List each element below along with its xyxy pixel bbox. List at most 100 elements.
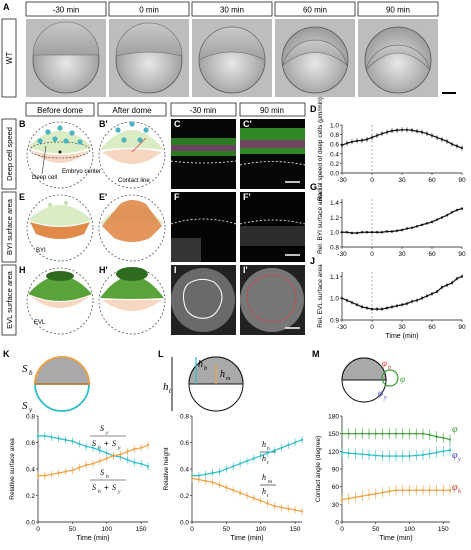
data-point [345, 231, 349, 234]
data-point [64, 470, 67, 473]
x-tick-label: 90 [458, 324, 466, 331]
chart-j: 0.9 1.0 1.1 -30 0 30 60 90 Rel. EVL surface area… [317, 264, 466, 340]
data-point [394, 454, 398, 458]
svg-text:h: h [262, 487, 266, 496]
phiy-symbol: φ [378, 388, 383, 398]
data-point [435, 489, 438, 492]
data-point [435, 435, 438, 438]
y-tick-label: 0.8 [26, 414, 35, 421]
y-axis-label: Radial speed of deep cells (μm/min) [317, 97, 324, 201]
data-point [435, 451, 438, 454]
panel-letters: B B' C C' D E E' F F' G H H' I I' J K L … [3, 104, 320, 359]
data-point [440, 286, 444, 289]
data-point [218, 470, 221, 473]
data-point [245, 459, 249, 463]
data-point [85, 463, 88, 467]
data-point [119, 453, 122, 456]
data-point [370, 231, 374, 234]
data-point [105, 457, 108, 460]
wt-row-label: WT [5, 52, 14, 65]
data-point [71, 469, 74, 472]
svg-text:y: y [457, 457, 461, 463]
data-point [367, 453, 371, 456]
letter-e: E [19, 192, 25, 202]
data-point [239, 491, 242, 494]
data-point [381, 454, 384, 458]
deep-cell-label: Deep cell [32, 175, 57, 181]
x-tick-label: 0 [370, 177, 374, 184]
panel-b-headers: Before dome After dome -30 min 90 min [25, 102, 306, 117]
data-point [365, 231, 369, 234]
phib-sub: b [388, 365, 391, 371]
data-point [280, 506, 283, 509]
y-tick-label: 0.0 [180, 520, 189, 527]
panel-a-time-headers: -30 min 0 min 30 min 60 min 90 min [25, 1, 439, 17]
schematic-h2 [98, 267, 166, 335]
y-tick-label: 120 [328, 449, 339, 456]
letter-i: I [174, 265, 177, 275]
embryo-4 [281, 26, 349, 94]
y-axis-label: Rel. EVL surface area [317, 264, 324, 328]
data-point [370, 136, 374, 139]
micro-i2 [240, 265, 305, 335]
data-point [300, 510, 304, 513]
phi-symbol: φ [400, 374, 405, 384]
x-tick-label: 0 [370, 251, 374, 258]
data-point [390, 230, 394, 233]
svg-text:b: b [98, 489, 101, 495]
ht-symbol: h [163, 381, 169, 393]
data-point [455, 277, 459, 280]
y-axis-label: Relative height [163, 447, 170, 490]
data-point [375, 134, 379, 137]
data-point [354, 452, 357, 455]
x-tick-label: 30 [398, 177, 406, 184]
wt-label-box [1, 18, 17, 98]
schematic-e2 [98, 194, 166, 262]
time-header-2: 0 min [139, 6, 159, 15]
m-series-labels: φ φ y φ b [452, 424, 461, 495]
data-point [294, 441, 297, 444]
embryo-5 [364, 26, 432, 94]
before-dome-header: Before dome [37, 106, 83, 115]
chart-l: 0.0 0.2 0.4 0.6 0.8 0 50 100 150 Relative height T… [163, 414, 304, 542]
data-point [425, 222, 429, 225]
micro-f [170, 192, 237, 262]
data-point [421, 453, 425, 456]
chart-d: 0.0 0.2 0.4 0.6 0.8 1.0 -30 0 30 60 90 Radial speed… [317, 97, 466, 201]
embryo-3 [198, 26, 266, 94]
data-point [385, 230, 389, 233]
y-tick-label: 0.2 [180, 493, 189, 500]
data-point [445, 140, 449, 143]
data-point [421, 489, 425, 492]
data-point [367, 493, 371, 497]
contact-line-label: Contact line [118, 178, 150, 184]
letter-b2: B' [99, 119, 108, 129]
series-line [341, 129, 463, 149]
data-point [232, 465, 235, 468]
data-point [50, 436, 53, 439]
data-point [370, 307, 374, 311]
data-point [197, 478, 200, 481]
data-point [347, 432, 350, 435]
data-point [430, 292, 434, 295]
y-tick-label: 1.4 [330, 200, 339, 207]
data-point [204, 473, 207, 476]
data-point [395, 304, 399, 307]
y-tick-label: 0.8 [330, 245, 339, 252]
time-header-1: -30 min [53, 6, 80, 15]
data-point [435, 136, 439, 139]
embryo-center-label: Embryo center [62, 169, 101, 175]
row-labels: Deep cell speed BYI surface area EVL sur… [1, 118, 17, 336]
data-point [225, 467, 228, 471]
data-point [140, 446, 143, 449]
data-point [347, 452, 350, 455]
data-point [50, 473, 53, 476]
data-point [287, 507, 290, 510]
data-point [381, 491, 384, 494]
data-point [442, 489, 445, 492]
y-tick-label: 90 [332, 467, 340, 474]
x-tick-label: 0 [36, 526, 40, 533]
y-tick-label: 60 [332, 484, 340, 491]
data-point [408, 489, 411, 492]
data-point [442, 450, 445, 453]
